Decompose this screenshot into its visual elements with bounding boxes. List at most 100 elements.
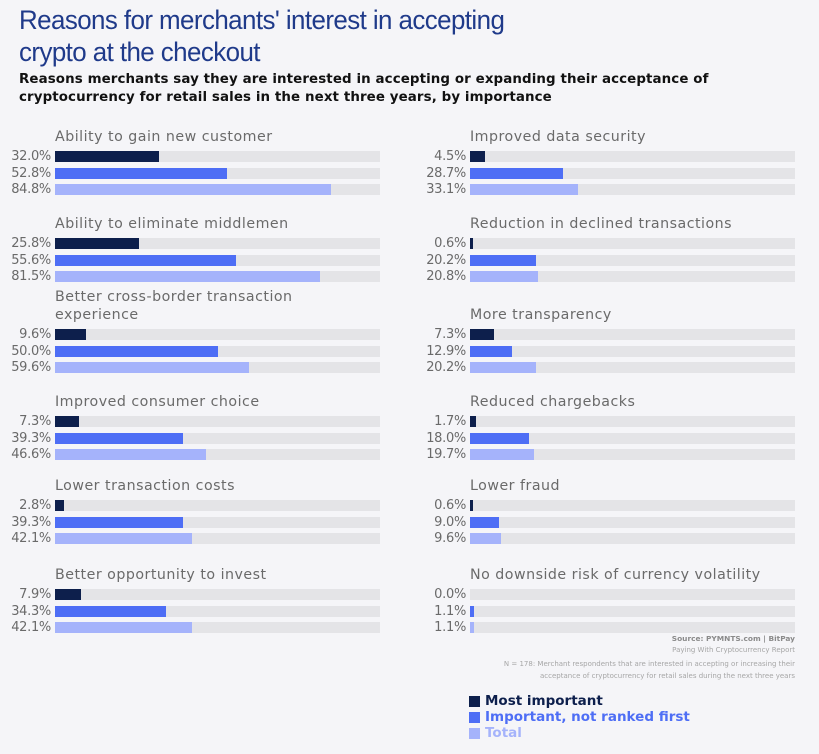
category-label-line: Reduction in declined transactions [470,216,733,232]
bar-track [470,589,795,600]
bar-track [55,416,380,427]
bar-track [470,605,795,617]
value-label: 28.7% [426,165,466,181]
bar-track [55,622,380,633]
legend-label-total: Total [485,725,522,741]
category-label: No downside risk of currency volatility [470,566,761,584]
bar-track [55,500,380,511]
bar-most-important [55,589,81,600]
bar-track [470,533,795,544]
value-label: 33.1% [426,182,466,197]
bar-total [470,271,538,282]
value-label: 39.3% [11,514,51,530]
bar-total [470,449,535,460]
bar-track [55,345,380,357]
value-label: 1.7% [434,414,466,429]
value-label: 7.3% [434,327,466,342]
value-label: 0.6% [434,236,466,251]
value-label: 0.0% [434,587,466,602]
bar-most-important [55,416,79,427]
bar-most-important [55,329,87,340]
legend-item-most-important: Most important [469,693,690,709]
bar-track [55,605,380,617]
category-label-line: Reduced chargebacks [470,394,636,410]
chart-title-line-2: crypto at the checkout [19,37,260,67]
bar-important-not-first [55,432,183,444]
chart-subtitle-line-2: cryptocurrency for retail sales in the n… [19,90,552,105]
bar-track [470,238,795,249]
value-label: 0.6% [434,498,466,513]
category-label-line: Better opportunity to invest [55,567,267,583]
sample-note-line-1: N = 178: Merchant respondents that are i… [503,660,795,668]
chart-title: Reasons for merchants' interest in accep… [19,4,691,68]
bar-important-not-first [470,254,536,266]
bar-track [470,254,795,266]
bar-total [55,271,320,282]
bar-track [55,362,380,373]
bar-total [55,622,192,633]
bar-track [470,329,795,340]
bar-most-important [470,238,473,249]
bar-important-not-first [470,345,512,357]
value-label: 84.8% [11,182,51,197]
bar-track [470,622,795,633]
bar-most-important [55,151,159,162]
value-label: 42.1% [11,620,51,635]
value-label: 42.1% [11,531,51,546]
chart-subtitle-line-1: Reasons merchants say they are intereste… [19,72,709,87]
bar-most-important [470,329,494,340]
legend-item-important-not-first: Important, not ranked first [469,709,690,725]
bar-total [55,449,207,460]
bar-track [55,589,380,600]
value-label: 4.5% [434,149,466,164]
value-label: 20.2% [426,252,466,268]
sample-note-line-2: acceptance of cryptocurrency for retail … [540,672,795,680]
category-label: Ability to gain new customer [55,128,273,146]
bar-most-important [470,500,473,511]
category-label: Reduced chargebacks [470,393,635,411]
bar-track [470,500,795,511]
value-label: 12.9% [426,343,466,359]
category-label-line: No downside risk of currency volatility [470,567,761,583]
category-label: Lower transaction costs [55,477,235,495]
bar-total [55,362,249,373]
value-label: 19.7% [426,447,466,462]
category-label: Better opportunity to invest [55,566,267,584]
value-label: 1.1% [434,603,466,619]
bar-important-not-first [470,432,529,444]
bar-track [470,151,795,162]
category-label: Ability to eliminate middlemen [55,215,289,233]
category-label: Better cross-border transaction experienc… [55,288,293,324]
bar-track [470,184,795,195]
value-label: 34.3% [11,603,51,619]
legend-swatch-total [469,727,480,739]
category-label-line: Improved data security [470,129,646,145]
value-label: 1.1% [434,620,466,635]
value-label: 39.3% [11,430,51,446]
chart-title-line-1: Reasons for merchants' interest in accep… [19,5,505,35]
category-label-line: Improved consumer choice [55,394,260,410]
chart-legend: Most important Important, not ranked fir… [469,693,690,741]
category-label: Lower fraud [470,477,560,495]
bar-important-not-first [470,605,474,617]
bar-important-not-first [470,516,500,528]
category-label-line: Ability to eliminate middlemen [55,216,289,232]
category-label-line: Lower transaction costs [55,478,235,494]
category-label: Improved consumer choice [55,393,260,411]
bar-most-important [470,151,485,162]
bar-important-not-first [55,254,236,266]
value-label: 9.6% [19,327,51,342]
value-label: 81.5% [11,269,51,284]
bar-track [55,151,380,162]
bar-important-not-first [55,605,167,617]
category-label: Reduction in declined transactions [470,215,732,233]
bar-track [470,416,795,427]
category-label-line: Ability to gain new customer [55,129,273,145]
value-label: 20.8% [426,269,466,284]
value-label: 52.8% [11,165,51,181]
bar-track [470,167,795,179]
bar-track [55,449,380,460]
bar-total [470,533,502,544]
bar-track [55,184,380,195]
legend-swatch-important-not-first [469,711,480,723]
